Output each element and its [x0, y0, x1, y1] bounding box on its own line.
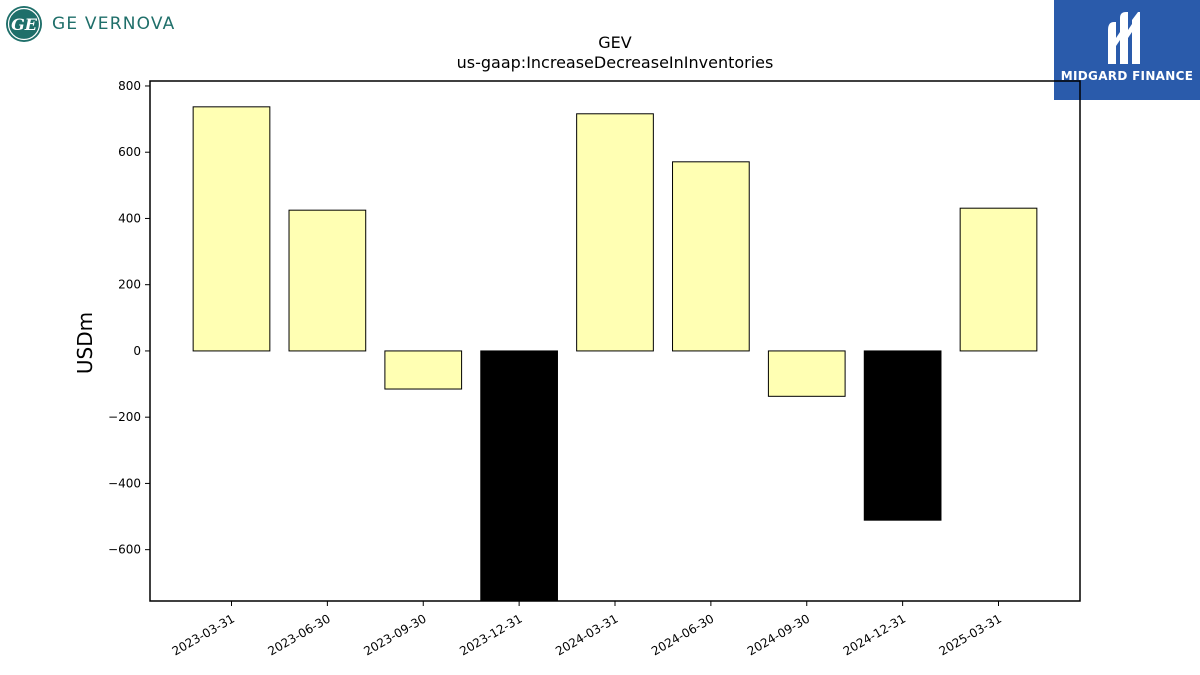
x-tick-label: 2025-03-31 [937, 611, 1004, 658]
y-tick-label: −400 [108, 476, 141, 490]
bar-2023-03-31 [192, 106, 271, 352]
plot-frame [149, 80, 1081, 602]
y-tick-label: 0 [133, 344, 141, 358]
y-tick-label: −200 [108, 410, 141, 424]
bar-2024-09-30 [767, 350, 846, 397]
ge-vernova-wordmark: GE VERNOVA [52, 14, 176, 34]
x-tick-label: 2023-12-31 [457, 611, 524, 658]
x-tick-label: 2024-03-31 [553, 611, 620, 658]
x-tick-label: 2023-09-30 [361, 611, 428, 658]
y-tick-label: 600 [118, 145, 141, 159]
chart-title: GEV [598, 33, 632, 52]
svg-text:GE: GE [11, 15, 38, 34]
bars-group [192, 106, 1038, 602]
ge-vernova-logo: GE GE VERNOVA [4, 4, 204, 44]
x-tick-label: 2024-09-30 [745, 611, 812, 658]
x-tick-label: 2024-12-31 [841, 611, 908, 658]
y-tick-label: 800 [118, 79, 141, 93]
bar-2023-12-31 [480, 350, 558, 602]
bar-2025-03-31 [959, 207, 1038, 352]
midgard-finance-logo: MIDGARD FINANCE [1054, 0, 1200, 100]
y-tick-label: −600 [108, 543, 141, 557]
bar-2024-06-30 [672, 161, 750, 352]
y-axis-label: USDm [73, 312, 97, 374]
chart-subtitle: us-gaap:IncreaseDecreaseInInventories [457, 53, 774, 72]
bar-2024-12-31 [863, 350, 942, 521]
bar-2024-03-31 [576, 113, 654, 352]
x-tick-label: 2024-06-30 [649, 611, 716, 658]
x-tick-label: 2023-06-30 [265, 611, 332, 658]
midgard-m-icon [1108, 12, 1140, 64]
x-axis: 2023-03-31 2023-06-30 2023-09-30 2023-12-31… [170, 601, 1004, 658]
y-axis: −600 −400 −200 0 200 400 600 800 [108, 79, 150, 557]
y-tick-label: 200 [118, 278, 141, 292]
ge-monogram-icon: GE [6, 6, 42, 42]
x-tick-label: 2023-03-31 [170, 611, 237, 658]
midgard-finance-wordmark: MIDGARD FINANCE [1060, 69, 1194, 83]
bar-2023-06-30 [288, 209, 367, 352]
bar-2023-09-30 [384, 350, 463, 390]
y-tick-label: 400 [118, 211, 141, 225]
